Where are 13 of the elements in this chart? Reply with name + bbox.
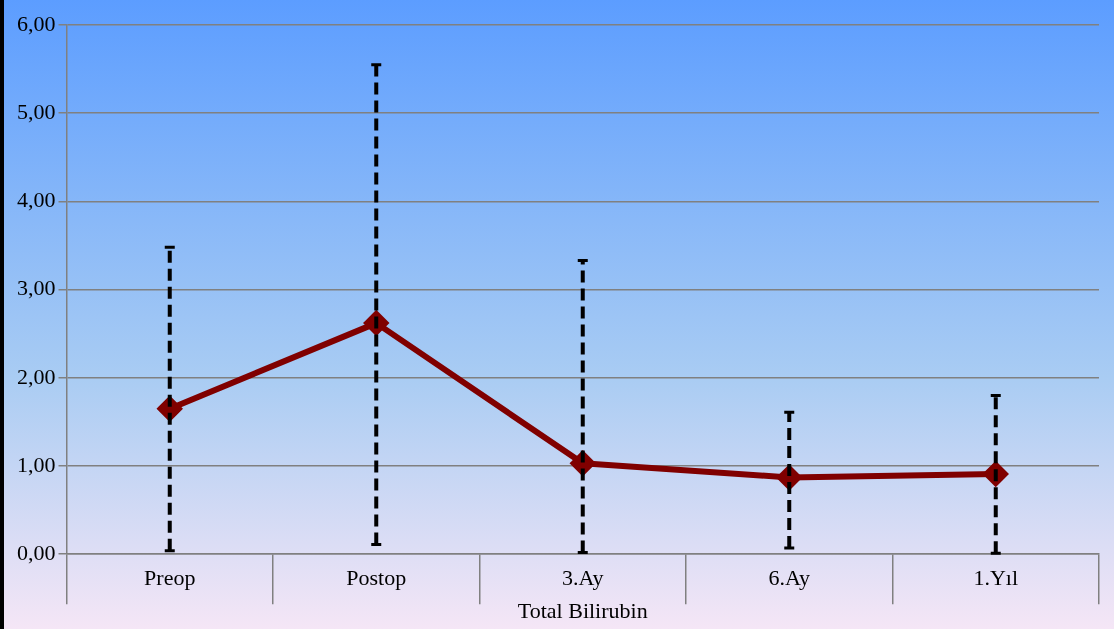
y-tick-label: 0,00 <box>17 539 56 565</box>
x-tick-label: 6.Ay <box>768 565 810 591</box>
y-tick-label: 1,00 <box>17 451 56 477</box>
x-tick-label: 3.Ay <box>562 565 604 591</box>
x-tick-label: 1.Yıl <box>973 565 1019 591</box>
y-tick-label: 4,00 <box>17 187 56 213</box>
y-tick-label: 2,00 <box>17 363 56 389</box>
y-tick-label: 3,00 <box>17 275 56 301</box>
x-axis-title: Total Bilirubin <box>517 597 648 623</box>
x-tick-label: Preop <box>144 565 196 591</box>
x-tick-label: Postop <box>346 565 407 591</box>
y-tick-label: 6,00 <box>17 10 56 36</box>
y-tick-label: 5,00 <box>17 98 56 124</box>
